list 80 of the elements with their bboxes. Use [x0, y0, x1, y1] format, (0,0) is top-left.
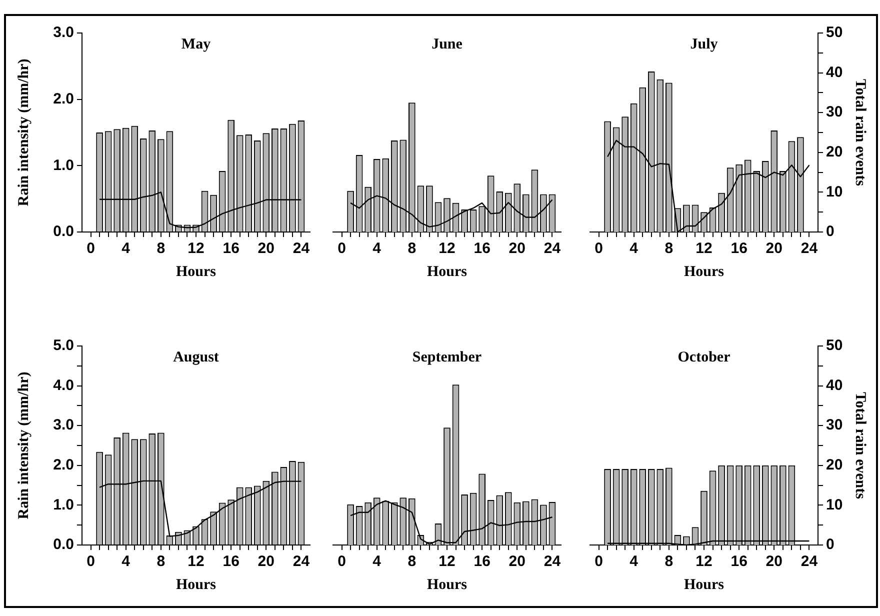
x-tick-label: 4: [122, 553, 131, 570]
y2-tick-label: 50: [826, 337, 843, 354]
y2-tick-label: 10: [826, 496, 843, 514]
x-tick-label: 4: [372, 240, 382, 258]
y-tick-label: 1.0: [53, 496, 74, 514]
x-tick-label: 0: [338, 240, 346, 258]
chart-title: May: [181, 36, 212, 52]
x-tick-label: 24: [292, 240, 310, 258]
x-tick-label: 8: [664, 553, 674, 570]
x-tick-label: 12: [188, 553, 204, 570]
x-axis-title: Hours: [426, 576, 468, 593]
x-tick-label: 0: [338, 553, 346, 570]
x-tick-label: 24: [800, 553, 818, 570]
x-tick-label: 0: [594, 553, 603, 570]
x-tick-label: 12: [438, 553, 456, 570]
chart-title: September: [412, 349, 482, 366]
x-tick-label: 16: [474, 240, 490, 258]
x-tick-label: 12: [696, 240, 712, 258]
x-tick-label: 20: [508, 240, 526, 258]
chart-title: July: [690, 36, 718, 52]
y2-tick-label: 0: [826, 536, 834, 554]
x-tick-label: 20: [766, 553, 782, 570]
x-tick-label: 20: [258, 240, 274, 258]
y-tick-label: 0.0: [53, 223, 74, 240]
x-tick-label: 8: [156, 553, 166, 570]
y2-tick-label: 50: [826, 24, 843, 42]
x-tick-label: 8: [156, 240, 166, 258]
y-tick-label: 1.0: [53, 156, 74, 174]
x-tick-label: 8: [408, 240, 416, 258]
x-tick-label: 12: [696, 553, 712, 570]
x-tick-label: 20: [258, 553, 274, 570]
y-tick-label: 4.0: [53, 376, 74, 394]
y2-axis-title: Total rain events: [852, 79, 868, 186]
y-tick-label: 3.0: [53, 416, 74, 434]
x-tick-label: 4: [630, 240, 639, 258]
x-tick-label: 0: [86, 553, 95, 570]
chart-title: October: [678, 349, 731, 366]
x-tick-label: 20: [766, 240, 782, 258]
y2-tick-label: 30: [826, 416, 843, 434]
y2-tick-label: 20: [826, 144, 843, 161]
y-tick-label: 2.0: [53, 90, 74, 108]
x-tick-label: 20: [508, 553, 526, 570]
x-tick-label: 16: [222, 553, 240, 570]
y-tick-label: 5.0: [53, 337, 74, 354]
chart-title: June: [432, 36, 463, 52]
y-tick-label: 2.0: [53, 456, 74, 474]
y2-tick-label: 40: [826, 376, 843, 394]
x-tick-label: 12: [188, 240, 204, 258]
x-tick-label: 24: [544, 553, 562, 570]
y2-tick-label: 40: [826, 64, 843, 81]
y-tick-label: 3.0: [53, 24, 74, 42]
y2-axis-title: Total rain events: [852, 392, 868, 500]
y-tick-label: 0.0: [53, 536, 74, 554]
y2-tick-label: 30: [826, 104, 843, 121]
x-tick-label: 8: [408, 553, 416, 570]
x-tick-label: 24: [800, 240, 818, 258]
x-tick-label: 16: [474, 553, 490, 570]
x-tick-label: 16: [730, 553, 748, 570]
x-tick-label: 4: [630, 553, 639, 570]
y-axis-title: Rain intensity (mm/hr): [16, 372, 32, 520]
x-tick-label: 24: [544, 240, 562, 258]
x-tick-label: 0: [594, 240, 603, 258]
x-tick-label: 16: [222, 240, 240, 258]
x-axis-title: Hours: [426, 264, 468, 280]
y-axis-title: Rain intensity (mm/hr): [16, 58, 32, 206]
y2-tick-label: 10: [826, 183, 843, 200]
x-tick-label: 8: [664, 240, 674, 258]
x-tick-label: 0: [86, 240, 95, 258]
x-tick-label: 4: [122, 240, 131, 258]
y2-tick-label: 20: [826, 456, 843, 474]
x-axis-title: Hours: [684, 264, 724, 280]
x-tick-label: 4: [372, 553, 382, 570]
y2-tick-label: 0: [826, 223, 834, 240]
x-tick-label: 12: [438, 240, 456, 258]
x-axis-title: Hours: [176, 576, 216, 593]
x-axis-title: Hours: [176, 264, 216, 280]
x-tick-label: 16: [730, 240, 748, 258]
x-axis-title: Hours: [684, 576, 724, 593]
chart-title: August: [173, 349, 219, 366]
x-tick-label: 24: [292, 553, 310, 570]
